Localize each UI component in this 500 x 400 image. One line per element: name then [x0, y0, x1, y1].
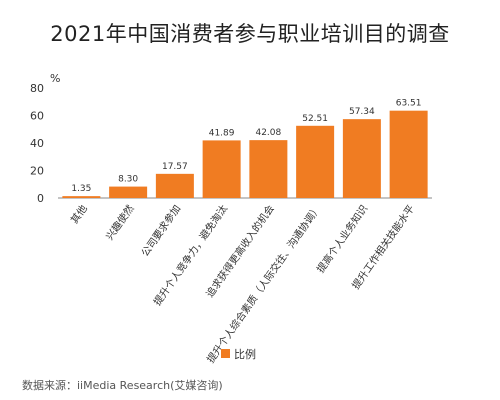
bar-value-label: 41.89: [209, 128, 235, 138]
bar: [155, 173, 194, 198]
bar: [296, 125, 335, 198]
legend-swatch: [221, 349, 230, 358]
bar-value-label: 57.34: [349, 107, 375, 117]
bar: [249, 140, 288, 198]
x-tick-label: 其他: [68, 202, 90, 226]
bar: [389, 110, 428, 198]
bar-value-label: 8.30: [118, 175, 138, 185]
y-tick-label: 20: [30, 165, 44, 178]
x-tick-label: 公司要求参加: [138, 202, 183, 259]
bar-value-label: 52.51: [302, 114, 328, 124]
data-source: 数据来源：iiMedia Research(艾媒咨询): [22, 379, 223, 392]
bar-value-label: 1.35: [71, 184, 91, 194]
y-tick-label: 60: [30, 110, 44, 123]
bar: [342, 119, 381, 198]
x-tick-label: 提高个人业务知识: [314, 202, 371, 275]
y-tick-label: 40: [30, 137, 44, 150]
y-tick-label: 0: [37, 192, 44, 205]
legend-label: 比例: [234, 347, 256, 361]
bar-value-label: 63.51: [396, 99, 422, 109]
bar-value-label: 17.57: [162, 162, 188, 172]
bar: [202, 140, 241, 198]
chart-title: 2021年中国消费者参与职业培训目的调查: [50, 22, 450, 46]
bar: [62, 196, 101, 198]
y-tick-label: 80: [30, 82, 44, 95]
bar: [109, 186, 148, 198]
x-tick-label: 兴趣使然: [103, 202, 137, 242]
y-axis-unit: %: [50, 72, 60, 85]
bar-value-label: 42.08: [255, 128, 281, 138]
